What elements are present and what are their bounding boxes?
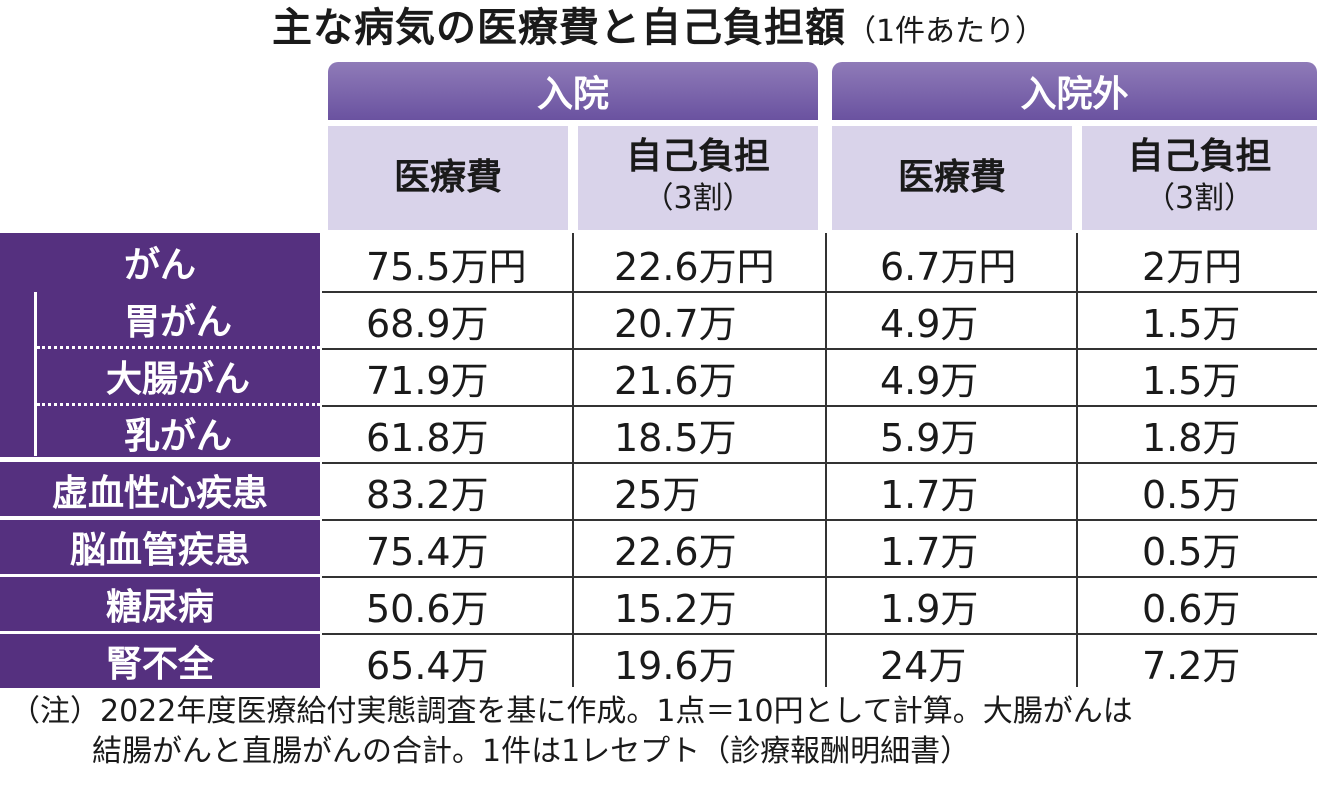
title-note: （1件あたり） [845, 14, 1046, 49]
row-head-block [0, 462, 320, 516]
dotted-divider [37, 346, 320, 349]
row-divider [322, 405, 1317, 407]
cell-outpatient-burden: 1.5万 [1142, 358, 1241, 403]
cell-outpatient-cost: 1.9万 [880, 586, 979, 631]
row-divider [322, 519, 1317, 521]
subheader-label: 医療費 [897, 157, 1006, 198]
chart-title: 主な病気の医療費と自己負担額（1件あたり） [0, 0, 1317, 58]
footnote-line: 結腸がんと直腸がんの合計。1件は1レセプト（診療報酬明細書） [92, 734, 971, 769]
row-label: 大腸がん [105, 359, 250, 400]
cell-outpatient-burden: 0.5万 [1142, 529, 1241, 574]
cell-outpatient-burden: 1.8万 [1142, 415, 1241, 460]
cell-inpatient-cost: 68.9万 [366, 301, 489, 346]
cell-inpatient-cost: 50.6万 [366, 586, 489, 631]
cell-outpatient-cost: 1.7万 [880, 472, 979, 517]
cell-outpatient-cost: 5.9万 [880, 415, 979, 460]
cell-inpatient-cost: 61.8万 [366, 415, 489, 460]
row-divider [322, 576, 1317, 578]
column-divider [1076, 233, 1078, 687]
row-label: 乳がん [123, 416, 232, 457]
row-label: がん [123, 245, 196, 286]
cell-inpatient-burden: 21.6万 [614, 358, 737, 403]
row-head-block [0, 520, 320, 574]
row-divider [322, 633, 1317, 635]
subheader-label: 自己負担 [625, 136, 770, 177]
subcategory-bracket [34, 292, 37, 456]
cell-outpatient-burden: 0.6万 [1142, 586, 1241, 631]
row-head-block [0, 577, 320, 631]
footnote-line: （注）2022年度医療給付実態調査を基に作成。1点＝10円として計算。大腸がんは [10, 694, 1133, 729]
title-main: 主な病気の医療費と自己負担額 [271, 5, 846, 51]
cell-inpatient-cost: 83.2万 [366, 472, 489, 517]
cell-outpatient-cost: 6.7万円 [880, 244, 1017, 289]
cell-inpatient-cost: 65.4万 [366, 643, 489, 688]
subheader-outpatient-cost: 医療費 [832, 126, 1072, 230]
row-label: 糖尿病 [105, 587, 214, 628]
cell-inpatient-burden: 22.6万 [614, 529, 737, 574]
cell-outpatient-burden: 2万円 [1142, 244, 1243, 289]
cell-outpatient-cost: 24万 [880, 643, 967, 688]
subheader-label: 医療費 [393, 157, 502, 198]
cell-outpatient-cost: 4.9万 [880, 301, 979, 346]
column-divider [572, 233, 574, 687]
footnote: （注）2022年度医療給付実態調査を基に作成。1点＝10円として計算。大腸がんは… [10, 692, 1310, 772]
dotted-divider [37, 403, 320, 406]
cell-inpatient-burden: 15.2万 [614, 586, 737, 631]
cell-inpatient-burden: 19.6万 [614, 643, 737, 688]
column-divider [825, 233, 827, 687]
cell-inpatient-cost: 75.5万円 [366, 244, 527, 289]
row-label: 虚血性心疾患 [51, 473, 268, 514]
row-head-block-cancer [0, 233, 320, 457]
group-header-outpatient: 入院外 [832, 62, 1317, 120]
cell-inpatient-burden: 18.5万 [614, 415, 737, 460]
cell-outpatient-burden: 0.5万 [1142, 472, 1241, 517]
subheader-note: （3割） [643, 181, 753, 216]
subheader-label: 自己負担 [1127, 136, 1272, 177]
cell-inpatient-burden: 20.7万 [614, 301, 737, 346]
subheader-inpatient-burden: 自己負担 （3割） [578, 126, 818, 230]
subheader-note: （3割） [1144, 181, 1255, 216]
row-divider [322, 291, 1317, 293]
subheader-outpatient-burden: 自己負担 （3割） [1082, 126, 1317, 230]
cell-outpatient-burden: 7.2万 [1142, 643, 1241, 688]
row-head-block [0, 634, 320, 688]
cell-inpatient-cost: 75.4万 [366, 529, 489, 574]
cell-inpatient-cost: 71.9万 [366, 358, 489, 403]
row-label: 腎不全 [105, 644, 214, 685]
cell-outpatient-cost: 1.7万 [880, 529, 979, 574]
cell-inpatient-burden: 22.6万円 [614, 244, 775, 289]
row-divider [322, 462, 1317, 464]
subheader-inpatient-cost: 医療費 [328, 126, 568, 230]
row-divider [322, 348, 1317, 350]
row-label: 脳血管疾患 [69, 530, 250, 571]
cell-outpatient-cost: 4.9万 [880, 358, 979, 403]
cell-inpatient-burden: 25万 [614, 472, 701, 517]
row-label: 胃がん [123, 302, 232, 343]
group-header-inpatient: 入院 [328, 62, 818, 120]
cell-outpatient-burden: 1.5万 [1142, 301, 1241, 346]
